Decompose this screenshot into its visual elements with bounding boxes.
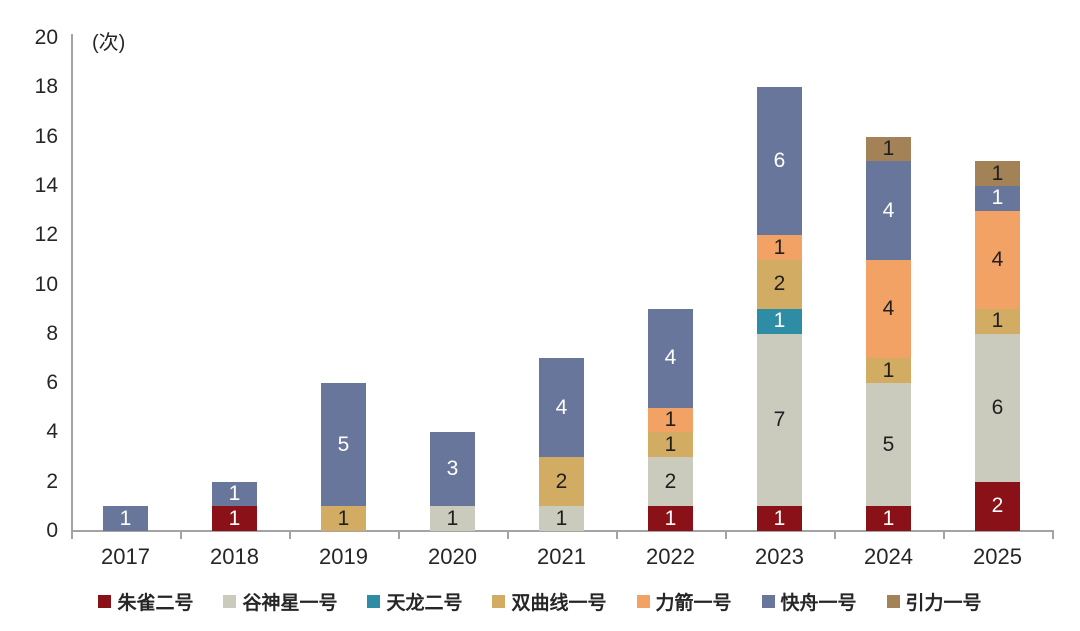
bar-segment: 1 xyxy=(321,506,366,531)
legend-item: 快舟一号 xyxy=(761,588,857,615)
legend-label: 双曲线一号 xyxy=(511,593,607,614)
x-axis-tick xyxy=(507,532,509,539)
legend-item: 引力一号 xyxy=(886,588,982,615)
bar-segment: 1 xyxy=(212,506,257,531)
legend-label: 朱雀二号 xyxy=(117,593,194,614)
y-axis-unit-label: (次) xyxy=(92,32,126,54)
bar-segment: 1 xyxy=(648,506,693,531)
legend-label: 谷神星一号 xyxy=(242,593,338,614)
bar-segment: 3 xyxy=(430,432,475,507)
x-axis-tick xyxy=(943,532,945,539)
legend-item: 力箭一号 xyxy=(636,588,732,615)
y-axis-label: 2 xyxy=(46,469,58,493)
bar-segment: 1 xyxy=(648,432,693,458)
bar-segment: 6 xyxy=(975,333,1020,482)
y-axis-label: 12 xyxy=(34,223,58,247)
x-axis-line xyxy=(71,530,1054,532)
y-axis-label: 4 xyxy=(46,420,58,444)
bar-segment: 2 xyxy=(648,457,693,507)
x-axis-label: 2018 xyxy=(210,544,259,569)
legend-swatch xyxy=(761,595,775,608)
bar-segment: 1 xyxy=(757,309,802,334)
legend-swatch xyxy=(98,595,112,608)
bar-segment: 2 xyxy=(975,481,1020,531)
bar-segment: 2 xyxy=(539,457,584,507)
bar-segment: 1 xyxy=(975,185,1020,211)
y-axis-label: 10 xyxy=(34,272,58,296)
legend-item: 双曲线一号 xyxy=(492,588,607,615)
x-axis-tick xyxy=(834,532,836,539)
x-axis-label: 2025 xyxy=(973,544,1022,569)
bar-segment: 1 xyxy=(539,506,584,531)
bar-segment: 4 xyxy=(975,210,1020,310)
x-axis-tick xyxy=(289,532,291,539)
y-axis-label: 14 xyxy=(34,173,58,197)
y-axis-line xyxy=(71,34,73,532)
bar-segment: 1 xyxy=(103,506,148,531)
x-axis-label: 2017 xyxy=(101,544,150,569)
legend: 朱雀二号 谷神星一号 天龙二号 双曲线一号 力箭一号 快舟一号 引力一号 xyxy=(0,588,1080,615)
legend-label: 力箭一号 xyxy=(655,593,732,614)
y-axis-label: 16 xyxy=(34,124,58,148)
bar-segment: 1 xyxy=(975,161,1020,186)
y-axis-label: 0 xyxy=(46,519,58,542)
bar-segment: 6 xyxy=(757,87,802,236)
legend-swatch xyxy=(636,595,650,608)
bar-segment: 1 xyxy=(866,358,911,384)
bar-segment: 5 xyxy=(866,383,911,507)
x-axis-label: 2019 xyxy=(319,544,368,569)
bar-segment: 2 xyxy=(757,259,802,310)
bar-segment: 1 xyxy=(975,309,1020,334)
x-axis-label: 2021 xyxy=(537,544,586,569)
legend-swatch xyxy=(223,595,237,608)
legend-item: 天龙二号 xyxy=(367,588,462,615)
x-axis-label: 2024 xyxy=(864,544,913,569)
x-axis-tick xyxy=(1052,532,1054,539)
legend-label: 天龙二号 xyxy=(386,593,463,614)
x-axis-tick xyxy=(398,532,400,539)
bar-segment: 4 xyxy=(539,358,584,458)
legend-swatch xyxy=(367,595,381,608)
legend-swatch xyxy=(492,595,506,608)
x-axis-tick xyxy=(180,532,182,539)
x-axis-tick xyxy=(71,532,73,539)
bar-segment: 1 xyxy=(866,136,911,162)
bar-segment: 4 xyxy=(866,161,911,260)
bar-segment: 1 xyxy=(757,235,802,260)
legend-item: 谷神星一号 xyxy=(223,588,337,615)
y-axis-label: 18 xyxy=(34,75,58,99)
y-axis-label: 8 xyxy=(46,321,58,345)
bar-segment: 7 xyxy=(757,333,802,507)
bar-segment: 1 xyxy=(866,506,911,531)
legend-swatch xyxy=(886,595,900,608)
bar-segment: 4 xyxy=(866,259,911,359)
x-axis-tick xyxy=(725,532,727,539)
legend-label: 引力一号 xyxy=(905,593,982,614)
legend-item: 朱雀二号 xyxy=(98,588,193,615)
x-axis-tick xyxy=(616,532,618,539)
bar-segment: 1 xyxy=(212,481,257,507)
legend-label: 快舟一号 xyxy=(780,593,857,614)
bar-segment: 5 xyxy=(321,383,366,507)
x-axis-label: 2020 xyxy=(428,544,477,569)
x-axis-label: 2023 xyxy=(755,544,804,569)
bar-segment: 1 xyxy=(430,506,475,531)
y-axis-label: 6 xyxy=(46,371,58,395)
bar-segment: 1 xyxy=(648,407,693,433)
x-axis-label: 2022 xyxy=(646,544,695,569)
y-axis-label: 20 xyxy=(34,26,58,49)
bar-segment: 4 xyxy=(648,309,693,408)
bar-segment: 1 xyxy=(757,506,802,531)
